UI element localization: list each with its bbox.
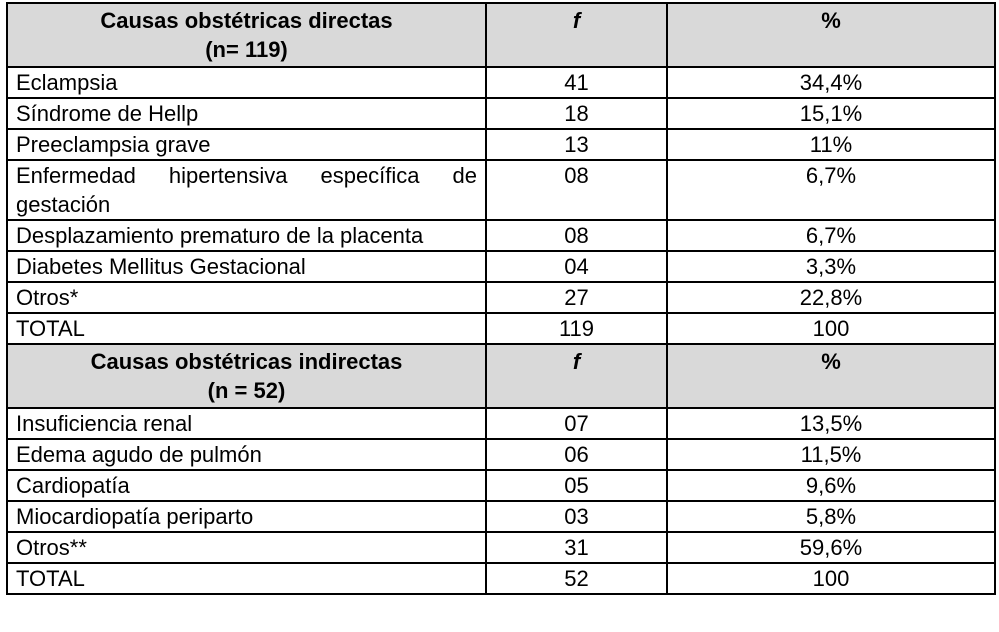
percent-cell: 15,1%: [666, 97, 996, 130]
total-row: TOTAL 119 100: [6, 312, 996, 345]
cause-cell: Eclampsia: [6, 66, 487, 99]
table-row: Cardiopatía 05 9,6%: [6, 469, 996, 502]
percent-cell: 11%: [666, 128, 996, 161]
percent-cell: 6,7%: [666, 219, 996, 252]
column-header-frequency: f: [485, 343, 668, 409]
cause-cell: Enfermedad hipertensiva específica de ge…: [6, 159, 487, 221]
cause-cell: Diabetes Mellitus Gestacional: [6, 250, 487, 283]
section-sample-size: (n= 119): [205, 37, 288, 62]
frequency-cell: 27: [485, 281, 668, 314]
percent-cell: 6,7%: [666, 159, 996, 221]
table-row: Insuficiencia renal 07 13,5%: [6, 407, 996, 440]
cause-cell: Preeclampsia grave: [6, 128, 487, 161]
frequency-cell: 31: [485, 531, 668, 564]
frequency-cell: 41: [485, 66, 668, 99]
percent-cell: 100: [666, 562, 996, 595]
frequency-cell: 08: [485, 219, 668, 252]
percent-cell: 9,6%: [666, 469, 996, 502]
frequency-cell: 03: [485, 500, 668, 533]
table-row: Preeclampsia grave 13 11%: [6, 128, 996, 161]
column-header-percent: %: [666, 2, 996, 68]
cause-cell: TOTAL: [6, 562, 487, 595]
percent-cell: 5,8%: [666, 500, 996, 533]
frequency-cell: 05: [485, 469, 668, 502]
cause-cell: Desplazamiento prematuro de la placenta: [6, 219, 487, 252]
frequency-cell: 06: [485, 438, 668, 471]
total-row: TOTAL 52 100: [6, 562, 996, 595]
table-row: Otros** 31 59,6%: [6, 531, 996, 564]
table-row: Diabetes Mellitus Gestacional 04 3,3%: [6, 250, 996, 283]
table-row: Enfermedad hipertensiva específica de ge…: [6, 159, 996, 221]
percent-cell: 11,5%: [666, 438, 996, 471]
frequency-cell: 52: [485, 562, 668, 595]
table-row: Edema agudo de pulmón 06 11,5%: [6, 438, 996, 471]
section-header-indirect: Causas obstétricas indirectas (n = 52) f…: [6, 343, 996, 409]
cause-cell: Cardiopatía: [6, 469, 487, 502]
cause-cell: Miocardiopatía periparto: [6, 500, 487, 533]
cause-cell: Insuficiencia renal: [6, 407, 487, 440]
percent-cell: 22,8%: [666, 281, 996, 314]
frequency-cell: 18: [485, 97, 668, 130]
obstetric-causes-table: Causas obstétricas directas (n= 119) f %…: [6, 2, 996, 595]
table-row: Otros* 27 22,8%: [6, 281, 996, 314]
cause-cell: Síndrome de Hellp: [6, 97, 487, 130]
table-row: Desplazamiento prematuro de la placenta …: [6, 219, 996, 252]
section-title: Causas obstétricas directas: [100, 8, 393, 33]
frequency-cell: 119: [485, 312, 668, 345]
cause-cell: Otros*: [6, 281, 487, 314]
frequency-cell: 08: [485, 159, 668, 221]
table-row: Síndrome de Hellp 18 15,1%: [6, 97, 996, 130]
table-row: Miocardiopatía periparto 03 5,8%: [6, 500, 996, 533]
column-header-frequency: f: [485, 2, 668, 68]
percent-cell: 59,6%: [666, 531, 996, 564]
percent-cell: 13,5%: [666, 407, 996, 440]
section-title-cell: Causas obstétricas indirectas (n = 52): [6, 343, 487, 409]
column-header-percent: %: [666, 343, 996, 409]
cause-cell: Edema agudo de pulmón: [6, 438, 487, 471]
cause-cell: TOTAL: [6, 312, 487, 345]
frequency-cell: 04: [485, 250, 668, 283]
cause-cell: Otros**: [6, 531, 487, 564]
frequency-cell: 07: [485, 407, 668, 440]
table-row: Eclampsia 41 34,4%: [6, 66, 996, 99]
section-title-cell: Causas obstétricas directas (n= 119): [6, 2, 487, 68]
section-header-direct: Causas obstétricas directas (n= 119) f %: [6, 2, 996, 68]
percent-cell: 100: [666, 312, 996, 345]
frequency-cell: 13: [485, 128, 668, 161]
percent-cell: 3,3%: [666, 250, 996, 283]
section-sample-size: (n = 52): [207, 378, 286, 403]
percent-cell: 34,4%: [666, 66, 996, 99]
section-title: Causas obstétricas indirectas: [90, 349, 403, 374]
